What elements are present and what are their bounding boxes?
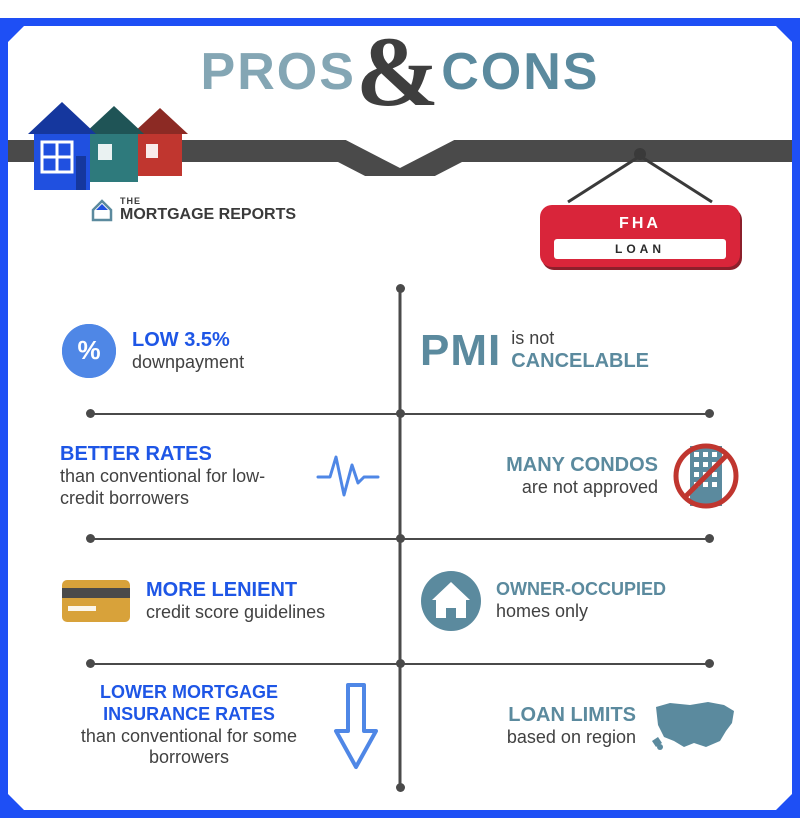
con-bold: OWNER-OCCUPIED <box>496 579 666 601</box>
divider-dot <box>396 534 405 543</box>
con-text: LOAN LIMITS based on region <box>507 703 636 749</box>
houses-icon <box>20 96 200 196</box>
con-sub: based on region <box>507 727 636 749</box>
fha-plate: FHA LOAN <box>540 205 740 267</box>
credit-card-icon <box>60 576 132 626</box>
svg-text:%: % <box>77 335 100 365</box>
pro-sub: than conventional for low-credit borrowe… <box>60 466 302 509</box>
fha-label: FHA <box>554 215 726 233</box>
percent-badge-icon: % <box>60 322 118 380</box>
brand-house-icon <box>90 198 114 222</box>
pro-item: % LOW 3.5% downpayment <box>40 288 400 413</box>
pro-item: LOWER MORTGAGE INSURANCE RATES than conv… <box>40 663 400 788</box>
con-text: is not CANCELABLE <box>511 328 649 374</box>
ampersand-icon: & <box>356 16 441 127</box>
pro-text: BETTER RATES than conventional for low-c… <box>60 442 302 509</box>
con-sub: is not <box>511 328 649 350</box>
pro-item: MORE LENIENT credit score guidelines <box>40 538 400 663</box>
pulse-icon <box>316 449 380 503</box>
title-cons: CONS <box>441 43 599 101</box>
pro-sub: than conventional for some borrowers <box>60 726 318 769</box>
pro-text: LOWER MORTGAGE INSURANCE RATES than conv… <box>60 682 318 768</box>
divider-dot <box>86 534 95 543</box>
con-sub: homes only <box>496 601 666 623</box>
pro-text: MORE LENIENT credit score guidelines <box>146 578 325 624</box>
divider-dot <box>705 534 714 543</box>
con-bold: MANY CONDOS <box>506 453 658 477</box>
corner-triangle <box>768 18 800 50</box>
pro-sub: downpayment <box>132 352 244 374</box>
pro-bold: MORE LENIENT <box>146 578 325 602</box>
no-condo-icon <box>672 440 740 512</box>
home-circle-icon <box>420 570 482 632</box>
con-bold: LOAN LIMITS <box>507 703 636 727</box>
corner-triangle <box>768 786 800 818</box>
title-pros: PROS <box>201 43 356 101</box>
fha-sign: FHA LOAN <box>540 146 740 267</box>
pro-bold: BETTER RATES <box>60 442 302 466</box>
brand-small: THE <box>120 196 296 206</box>
con-item: MANY CONDOS are not approved <box>400 413 760 538</box>
divider-dot <box>86 409 95 418</box>
divider-dot <box>86 659 95 668</box>
divider-dot <box>396 659 405 668</box>
pro-text: LOW 3.5% downpayment <box>132 328 244 374</box>
con-text: MANY CONDOS are not approved <box>506 453 658 499</box>
con-item: PMI is not CANCELABLE <box>400 288 760 413</box>
pros-cons-grid: % LOW 3.5% downpayment BETTER RATES than… <box>40 288 760 788</box>
pro-bold: LOWER MORTGAGE INSURANCE RATES <box>60 682 318 725</box>
down-arrow-icon <box>332 681 380 771</box>
divider-dot <box>396 409 405 418</box>
corner-triangle <box>0 786 32 818</box>
divider-dot <box>705 659 714 668</box>
loan-label: LOAN <box>554 239 726 259</box>
brand-name: MORTGAGE REPORTS <box>120 206 296 223</box>
usa-map-icon <box>650 697 740 755</box>
con-item: OWNER-OCCUPIED homes only <box>400 538 760 663</box>
pro-sub: credit score guidelines <box>146 602 325 624</box>
con-bold: CANCELABLE <box>511 349 649 373</box>
con-sub: are not approved <box>506 477 658 499</box>
divider-dot <box>705 409 714 418</box>
brand-logo: THE MORTGAGE REPORTS <box>90 196 296 224</box>
con-item: LOAN LIMITS based on region <box>400 663 760 788</box>
sign-hanger-icon <box>540 146 740 211</box>
pro-bold: LOW 3.5% <box>132 328 244 352</box>
con-text: OWNER-OCCUPIED homes only <box>496 579 666 622</box>
pmi-label: PMI <box>420 326 501 376</box>
pro-item: BETTER RATES than conventional for low-c… <box>40 413 400 538</box>
corner-triangle <box>0 18 32 50</box>
